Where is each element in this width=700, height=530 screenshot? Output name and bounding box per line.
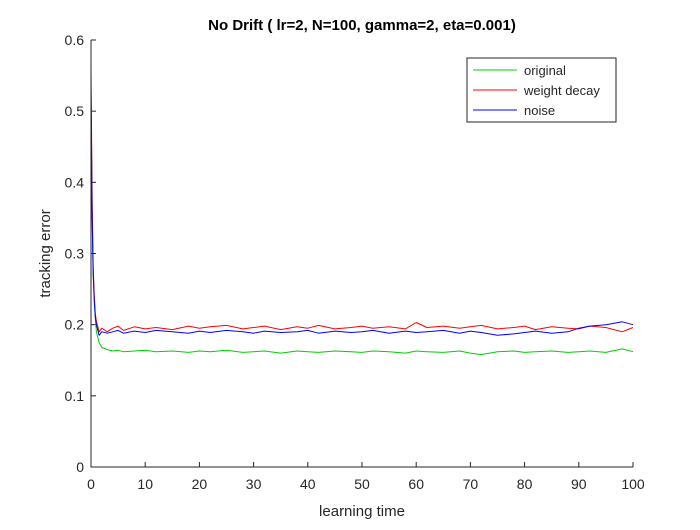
x-axis-label: learning time: [319, 503, 405, 520]
x-tick-label: 80: [517, 476, 533, 492]
legend-label: original: [524, 63, 566, 78]
series-line-original: [90, 96, 634, 356]
y-tick-label: 0.6: [65, 32, 85, 48]
y-axis-label: tracking error: [37, 209, 54, 297]
axis-ticks: 0 10 20 30 40 50 60 70 80 90 100 0 0.1 0.2 0.3 0.4 0.5 0.…: [65, 32, 645, 492]
series-lines: [90, 68, 634, 356]
x-tick-label: 60: [408, 476, 424, 492]
legend-label: weight decay: [523, 83, 600, 98]
x-tick-label: 90: [571, 476, 587, 492]
series-line-noise: [90, 89, 634, 336]
x-tick-label: 70: [463, 476, 479, 492]
y-tick-label: 0.3: [65, 246, 85, 262]
legend-label: noise: [524, 103, 555, 118]
y-tick-label: 0: [76, 459, 84, 475]
x-tick-label: 100: [621, 476, 645, 492]
y-tick-label: 0.1: [65, 388, 85, 404]
x-tick-label: 50: [354, 476, 370, 492]
series-line-weight-decay: [90, 68, 634, 333]
x-tick-label: 30: [246, 476, 262, 492]
axes-lines: [90, 40, 633, 468]
y-tick-label: 0.4: [65, 174, 85, 190]
y-tick-label: 0.5: [65, 103, 85, 119]
x-tick-label: 0: [87, 476, 95, 492]
y-tick-label: 0.2: [65, 317, 85, 333]
x-tick-label: 10: [137, 476, 153, 492]
x-tick-label: 40: [300, 476, 316, 492]
chart-title: No Drift ( lr=2, N=100, gamma=2, eta=0.0…: [208, 17, 516, 34]
legend: original weight decay noise: [466, 57, 617, 123]
x-tick-label: 20: [192, 476, 208, 492]
